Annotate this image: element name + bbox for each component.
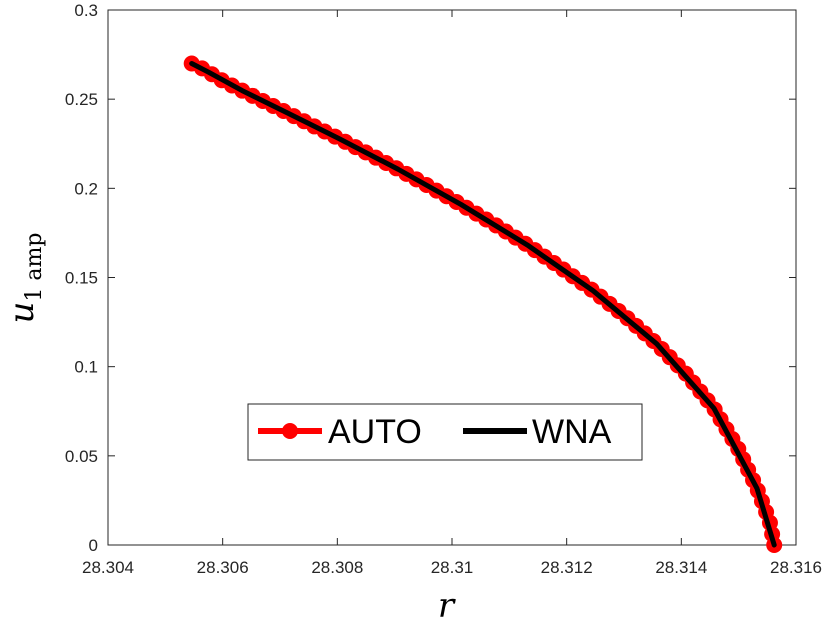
y-tick-label: 0.15 [65,269,98,288]
x-tick-label: 28.306 [197,558,249,577]
y-axis-label-sub: 1 amp [22,233,47,302]
y-axis-ticks: 0 0.05 0.1 0.15 0.2 0.25 0.3 [65,1,796,555]
y-tick-label: 0.3 [74,1,98,20]
legend: AUTO WNA [247,403,643,461]
x-axis-ticks: 28.304 28.306 28.308 28.31 28.312 28.314 28.31… [82,10,822,577]
legend-auto-label: AUTO [328,413,422,451]
y-axis-label-main: u [2,302,42,324]
series-layer [183,55,783,553]
x-tick-label: 28.316 [770,558,822,577]
y-tick-label: 0.1 [74,358,98,377]
series-wna-line [189,61,777,548]
x-tick-label: 28.312 [541,558,593,577]
legend-auto-marker [282,423,298,439]
y-tick-label: 0.25 [65,90,98,109]
y-tick-label: 0.2 [74,179,98,198]
legend-wna-label: WNA [532,413,612,451]
x-tick-label: 28.31 [431,558,474,577]
x-tick-label: 28.304 [82,558,134,577]
y-axis-label: u1 amp [2,233,47,324]
x-tick-label: 28.314 [655,558,707,577]
y-tick-label: 0 [89,536,98,555]
x-tick-label: 28.308 [311,558,363,577]
svg-text:u1 amp: u1 amp [2,233,47,324]
x-axis-label: r [438,586,456,622]
y-tick-label: 0.05 [65,447,98,466]
